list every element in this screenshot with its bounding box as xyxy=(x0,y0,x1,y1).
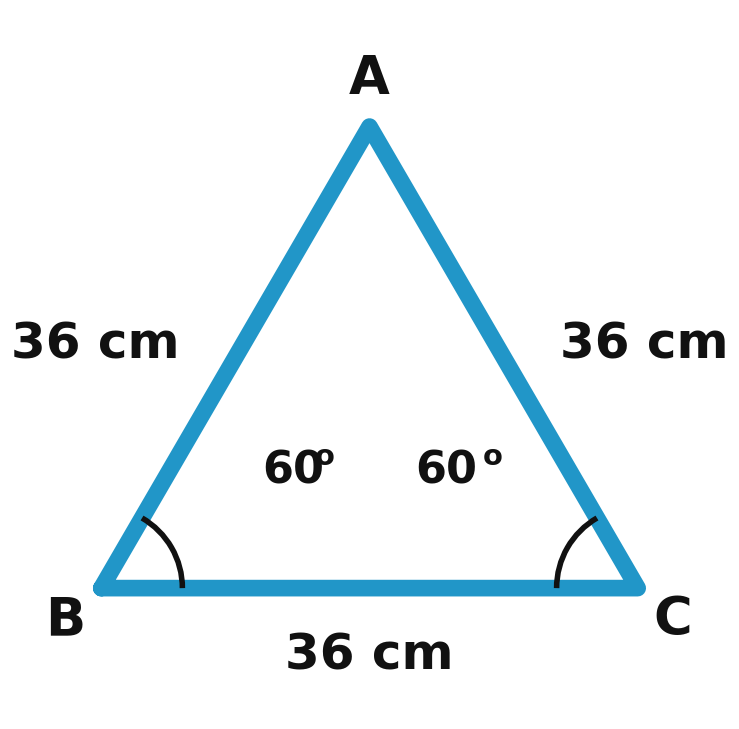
Text: C: C xyxy=(653,594,692,647)
Text: o: o xyxy=(483,443,503,471)
Text: 36 cm: 36 cm xyxy=(559,321,729,369)
Text: B: B xyxy=(46,594,86,647)
Text: 36 cm: 36 cm xyxy=(285,632,454,679)
Text: 60: 60 xyxy=(415,450,477,493)
Text: 60: 60 xyxy=(262,450,324,493)
Text: A: A xyxy=(349,52,390,105)
Text: o: o xyxy=(315,443,335,471)
Text: 36 cm: 36 cm xyxy=(10,321,180,369)
